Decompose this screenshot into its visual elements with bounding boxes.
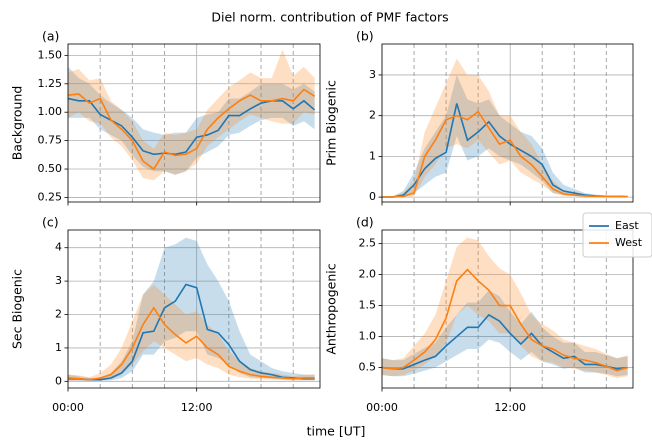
y-tick-label: 0.25 (38, 190, 63, 203)
x-tick-label: 00:00 (366, 401, 398, 414)
x-tick-label: 12:00 (494, 401, 526, 414)
legend-label: East (615, 219, 639, 232)
line (68, 283, 315, 381)
uncertainty-band (68, 237, 315, 381)
y-tick-label: 1 (369, 149, 376, 162)
y-tick-label: 0.75 (38, 134, 63, 147)
y-tick-label: 1.5 (359, 299, 377, 312)
x-axis-label: time [UT] (307, 424, 366, 439)
x-tick-label: 12:00 (181, 401, 213, 414)
uncertainty-band (382, 58, 628, 198)
panel-label: (c) (42, 215, 59, 230)
line (68, 306, 315, 381)
uncertainty-band (68, 49, 315, 181)
axes-frame (67, 229, 321, 389)
uncertainty-band (68, 66, 315, 175)
panel: 0.25 0.50 0.75 1.00 1.25 1.50 (a) Background (10, 29, 321, 206)
legend-box (582, 212, 652, 258)
uncertainty-band (68, 284, 315, 381)
uncertainty-band (382, 237, 628, 379)
axes-frame (381, 229, 634, 389)
panel-label: (b) (356, 29, 374, 44)
plot-area (382, 58, 628, 198)
y-tick-label: 1.00 (38, 105, 63, 118)
figure-title: Diel norm. contribution of PMF factors (211, 10, 448, 25)
y-axis-label: Sec Biogenic (10, 269, 25, 349)
axes-frame (67, 43, 321, 203)
panel: 0 1 2 3 4 00:00 12:00 (c) Sec Biogenic (10, 215, 321, 414)
uncertainty-band (382, 290, 628, 377)
y-tick-label: 0 (369, 190, 376, 203)
x-tick-label: 00:00 (52, 401, 84, 414)
panel-label: (a) (42, 29, 59, 44)
plot-area (68, 237, 315, 381)
plot-area (382, 237, 628, 379)
uncertainty-band (382, 74, 628, 198)
y-axis-label: Anthropogenic (324, 263, 339, 354)
y-tick-label: 1 (55, 341, 62, 354)
legend-label: West (615, 236, 643, 249)
y-tick-label: 0.5 (359, 361, 377, 374)
y-tick-label: 2.5 (359, 237, 377, 250)
y-tick-label: 2 (55, 308, 62, 321)
line (68, 88, 316, 171)
y-tick-label: 4 (55, 241, 62, 254)
y-tick-label: 1.0 (359, 330, 377, 343)
y-tick-label: 0.50 (38, 162, 63, 175)
y-tick-label: 3 (55, 274, 62, 287)
y-tick-label: 0 (55, 374, 62, 387)
legend: East West (582, 212, 652, 258)
line (382, 313, 628, 370)
y-axis-label: Prim Biogenic (324, 80, 339, 166)
plot-area (68, 49, 316, 181)
y-tick-label: 1.50 (38, 48, 63, 61)
y-tick-label: 2 (369, 109, 376, 122)
y-tick-label: 1.25 (38, 77, 63, 90)
panel: 0 1 2 3 (b) Prim Biogenic (324, 29, 634, 206)
line (382, 268, 628, 372)
y-tick-label: 3 (369, 68, 376, 81)
y-tick-label: 2.0 (359, 268, 377, 281)
line (382, 110, 628, 198)
axes-frame (381, 43, 634, 203)
y-axis-label: Background (10, 86, 25, 161)
panel: 0.5 1.0 1.5 2.0 2.5 00:00 12:00 (d) Anthropogeni… (324, 212, 652, 414)
panel-label: (d) (356, 215, 374, 230)
